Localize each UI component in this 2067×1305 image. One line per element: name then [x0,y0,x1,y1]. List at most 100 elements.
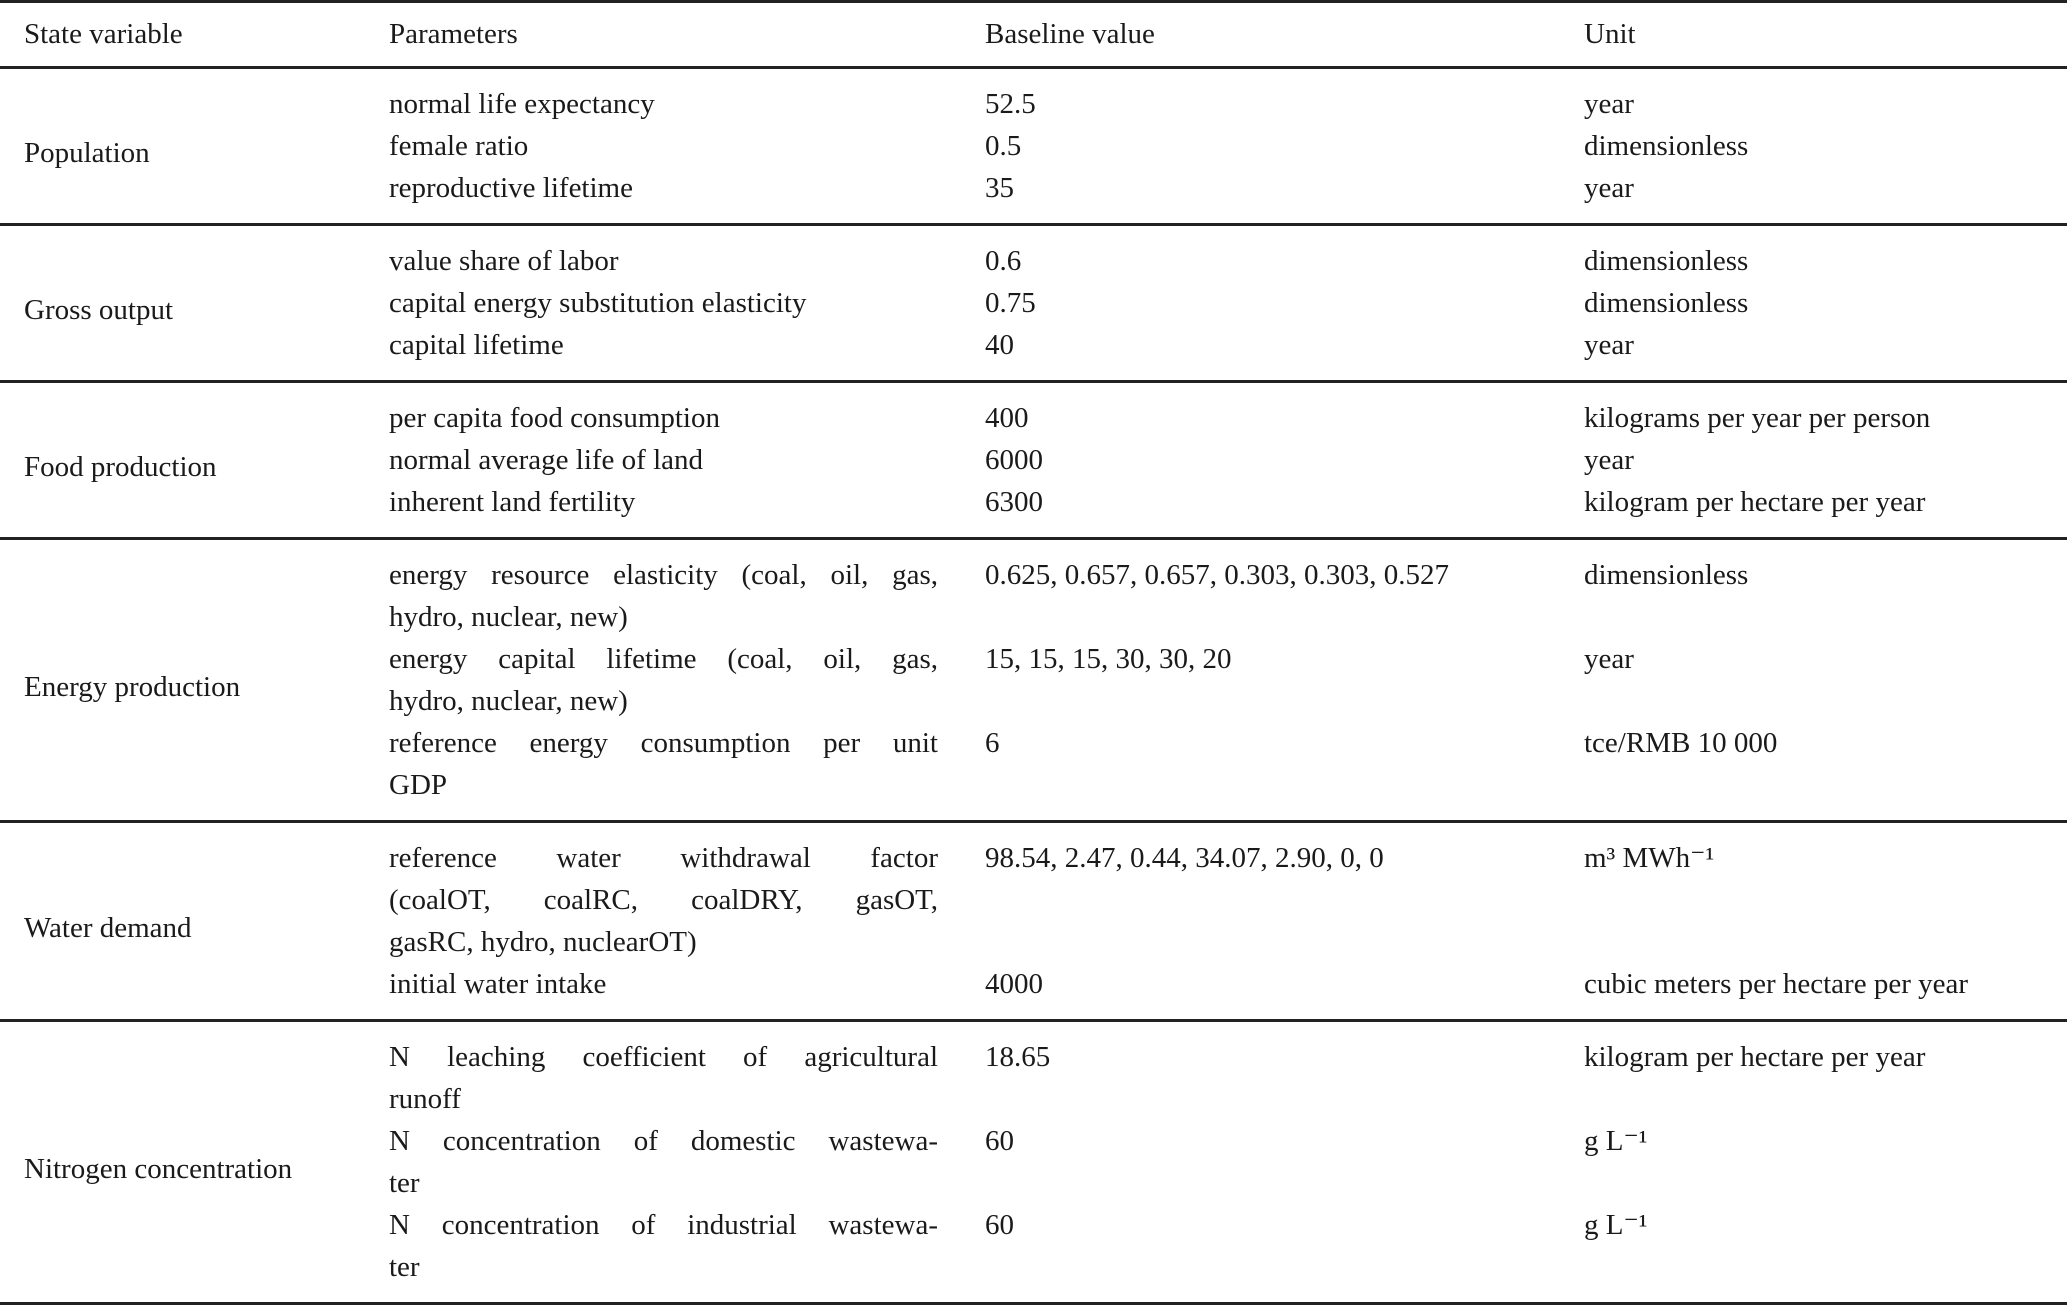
parameter-cell: N concentration of domestic wastewa-ter [389,1120,985,1204]
parameter-line: ter [389,1251,420,1283]
unit-cell: cubic meters per hectare per year [1584,968,1969,1000]
table-row: female ratio 0.5 dimensionless [0,125,2067,167]
baseline-value-cell: 35 [985,172,1014,204]
header-parameters: Parameters [389,18,518,50]
baseline-value-cell: 60 [985,1209,1014,1241]
parameter-line: reproductive lifetime [389,172,633,204]
parameter-line: ter [389,1167,420,1199]
unit-cell: year [1584,172,1634,204]
table-group: Water demand reference water withdrawal f… [0,822,2067,1021]
parameter-line: (coalOT, coalRC, coalDRY, gasOT, [389,884,938,916]
unit-cell: dimensionless [1584,559,1749,591]
baseline-value-cell: 60 [985,1125,1014,1157]
parameter-cell: inherent land fertility [389,481,985,539]
unit-cell: kilogram per hectare per year [1584,1041,1926,1073]
header-baseline-value: Baseline value [985,18,1155,50]
header-row: State variable Parameters Baseline value… [0,1,2067,68]
baseline-value-cell: 6 [985,727,1000,759]
parameter-cell: normal average life of land [389,439,985,481]
state-variable-cell: Nitrogen concentration [24,1153,293,1185]
parameter-line: gasRC, hydro, nuclearOT) [389,926,697,958]
parameter-line: capital lifetime [389,329,564,361]
parameter-cell: capital energy substitution elasticity [389,282,985,324]
table-group: Population normal life expectancy 52.5 year… [0,68,2067,225]
table-row: Population normal life expectancy 52.5 year [0,68,2067,169]
parameter-cell: energy resource elasticity (coal, oil, g… [389,539,985,639]
baseline-value-cell: 4000 [985,968,1043,1000]
unit-cell: dimensionless [1584,287,1749,319]
table-group: Energy production energy resource elastic… [0,539,2067,822]
table-row: Gross output value share of labor 0.6 dimen… [0,225,2067,326]
unit-cell: year [1584,88,1634,120]
unit-cell: dimensionless [1584,245,1749,277]
parameter-cell: per capita food consumption [389,382,985,440]
parameter-cell: capital lifetime [389,324,985,382]
parameter-line: N leaching coefficient of agricultural [389,1041,938,1073]
parameter-line: initial water intake [389,968,607,1000]
parameter-line: normal life expectancy [389,88,655,120]
baseline-value-cell: 400 [985,402,1029,434]
table-row: Energy production energy resource elastic… [0,539,2067,703]
unit-cell: year [1584,329,1634,361]
table-row: normal average life of land 6000 year [0,439,2067,481]
parameter-line: energy capital lifetime (coal, oil, gas, [389,643,938,675]
parameter-cell: N concentration of industrial wastewa-te… [389,1204,985,1304]
state-variable-cell: Food production [24,451,217,483]
table-header: State variable Parameters Baseline value… [0,1,2067,68]
table-row: N concentration of industrial wastewa-te… [0,1204,2067,1304]
parameter-line: energy resource elasticity (coal, oil, g… [389,559,938,591]
parameter-line: GDP [389,769,448,801]
table-row: Nitrogen concentration N leaching coeffic… [0,1021,2067,1185]
table-row: capital energy substitution elasticity 0.… [0,282,2067,324]
baseline-value-cell: 0.5 [985,130,1022,162]
unit-cell: g L⁻¹ [1584,1125,1648,1157]
unit-cell: dimensionless [1584,130,1749,162]
baseline-value-cell: 6000 [985,444,1043,476]
baseline-value-cell: 40 [985,329,1014,361]
table-row: reference energy consumption per unit GDP… [0,722,2067,822]
parameter-line: N concentration of domestic wastewa- [389,1125,938,1157]
header-state-variable: State variable [24,18,183,50]
state-variable-cell: Gross output [24,294,174,326]
baseline-value-cell: 52.5 [985,88,1036,120]
unit-cell: year [1584,444,1634,476]
parameter-line: runoff [389,1083,461,1115]
parameter-cell: value share of labor [389,225,985,283]
baseline-value-cell: 6300 [985,486,1043,518]
state-variable-cell: Water demand [24,912,192,944]
unit-cell: m³ MWh⁻¹ [1584,842,1715,874]
table-group: Gross output value share of labor 0.6 dimen… [0,225,2067,382]
table-row: inherent land fertility 6300 kilogram per … [0,481,2067,539]
state-variable-cell: Population [24,137,150,169]
parameter-line: reference water withdrawal factor [389,842,938,874]
parameter-line: capital energy substitution elasticity [389,287,807,319]
parameter-cell: energy capital lifetime (coal, oil, gas,… [389,638,985,722]
header-unit: Unit [1584,18,1636,50]
parameter-cell: normal life expectancy [389,68,985,126]
baseline-value-cell: 0.6 [985,245,1022,277]
table-row: capital lifetime 40 year [0,324,2067,382]
table-row: Water demand reference water withdrawal f… [0,822,2067,964]
unit-cell: kilograms per year per person [1584,402,1931,434]
table-row: initial water intake 4000 cubic meters per… [0,963,2067,1021]
baseline-value-cell: 98.54, 2.47, 0.44, 34.07, 2.90, 0, 0 [985,842,1384,874]
parameter-cell: initial water intake [389,963,985,1021]
parameter-line: hydro, nuclear, new) [389,601,628,633]
state-variable-cell: Energy production [24,671,241,703]
table-row: Food production per capita food consumpti… [0,382,2067,483]
parameter-cell: reproductive lifetime [389,167,985,225]
table-row: N concentration of domestic wastewa-ter 6… [0,1120,2067,1204]
parameter-cell: reference energy consumption per unit GDP [389,722,985,822]
parameter-cell: reference water withdrawal factor (coalOT… [389,822,985,964]
parameter-line: normal average life of land [389,444,704,476]
baseline-value-cell: 0.625, 0.657, 0.657, 0.303, 0.303, 0.527 [985,559,1449,591]
baseline-value-cell: 15, 15, 15, 30, 30, 20 [985,643,1232,675]
parameter-line: value share of labor [389,245,619,277]
unit-cell: tce/RMB 10 000 [1584,727,1778,759]
table-group: Food production per capita food consumpti… [0,382,2067,539]
table-row: reproductive lifetime 35 year [0,167,2067,225]
parameter-line: N concentration of industrial wastewa- [389,1209,938,1241]
unit-cell: kilogram per hectare per year [1584,486,1926,518]
parameter-line: per capita food consumption [389,402,720,434]
